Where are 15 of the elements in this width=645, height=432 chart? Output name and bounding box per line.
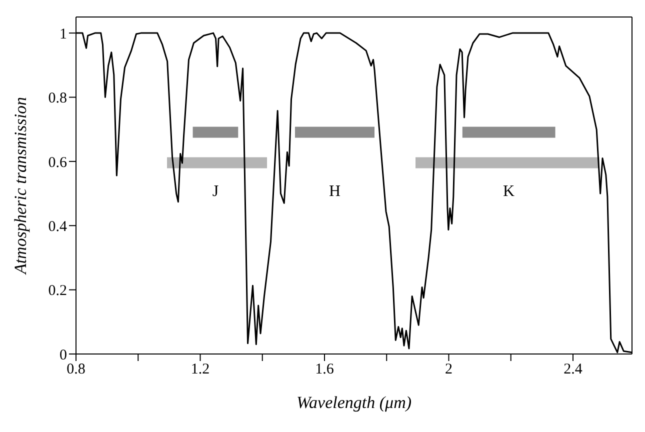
y-tick-label: 0.8: [48, 90, 67, 107]
annotation: K: [503, 183, 516, 200]
y-tick-label: 0: [60, 347, 67, 364]
annotation: H: [328, 183, 341, 200]
y-tick-label: 0.2: [48, 283, 67, 300]
x-tick-label: 1.6: [315, 362, 334, 378]
y-axis-title: Atmospheric transmission: [11, 96, 30, 276]
x-tick-label: 2.4: [564, 362, 583, 378]
x-tick-label: 1.2: [190, 362, 210, 378]
y-tick-label: 0.6: [48, 154, 68, 171]
y-tick-label: 0.4: [48, 218, 68, 235]
annotation: J: [212, 183, 219, 200]
y-tick-label: 1: [60, 26, 67, 42]
x-tick-label: 2: [444, 362, 452, 378]
x-axis-title: Wavelength (μm): [296, 393, 412, 412]
